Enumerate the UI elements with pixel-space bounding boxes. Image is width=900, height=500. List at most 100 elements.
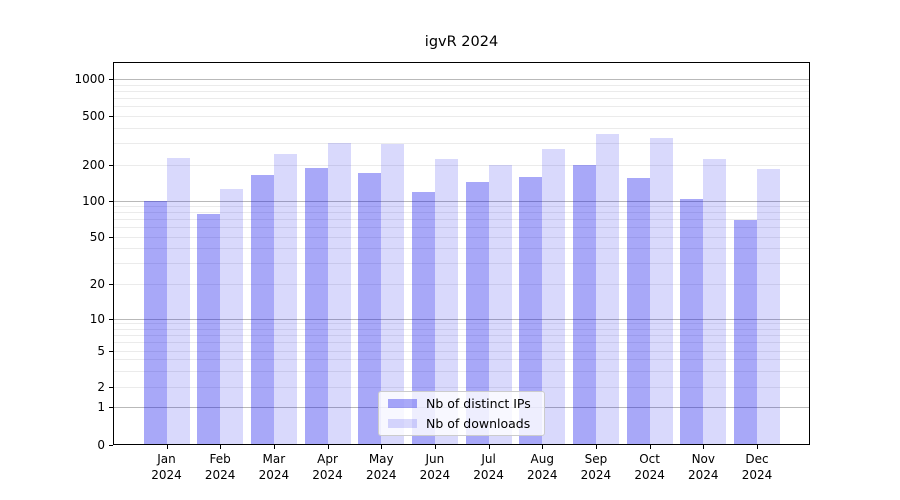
- x-tick-label: May 2024: [353, 452, 409, 483]
- y-tick: [109, 116, 113, 117]
- bar-distinct-ips-feb: [197, 214, 221, 445]
- minor-gridline: [113, 387, 810, 388]
- x-tick-year: 2024: [204, 467, 236, 482]
- y-tick-label: 500: [82, 109, 105, 123]
- legend-swatch-downloads: [388, 418, 417, 428]
- y-tick: [109, 318, 113, 320]
- x-tick-label: Aug 2024: [514, 452, 570, 483]
- y-tick-label: 0: [97, 438, 105, 452]
- x-tick-label: Jun 2024: [407, 452, 463, 483]
- y-tick: [109, 164, 113, 166]
- bar-downloads-apr: [327, 142, 351, 445]
- x-tick: [220, 445, 222, 449]
- legend-label-downloads: Nb of downloads: [426, 415, 531, 431]
- x-tick-month: Oct: [639, 452, 660, 466]
- minor-gridline: [113, 98, 810, 100]
- x-tick: [703, 445, 705, 449]
- bar-distinct-ips-jun: [411, 191, 435, 445]
- x-tick-year: 2024: [741, 467, 773, 482]
- x-tick-label: Sep 2024: [568, 452, 624, 483]
- bar-downloads-feb: [220, 189, 244, 445]
- minor-gridline: [113, 116, 810, 117]
- chart-title: igvR 2024: [424, 34, 499, 50]
- minor-gridline: [113, 342, 810, 344]
- bar-downloads-mar: [273, 153, 297, 445]
- y-tick: [109, 283, 113, 285]
- minor-gridline: [113, 206, 810, 208]
- bar-downloads-dec: [756, 168, 780, 445]
- y-tick-label: 1000: [74, 72, 105, 87]
- minor-gridline: [113, 237, 810, 238]
- x-tick-month: Jul: [481, 452, 496, 466]
- x-tick: [542, 445, 544, 449]
- x-tick-year: 2024: [419, 467, 451, 482]
- minor-gridline: [113, 359, 810, 361]
- x-tick-year: 2024: [688, 467, 719, 482]
- minor-gridline: [113, 334, 810, 336]
- x-tick: [488, 445, 490, 449]
- major-gridline: [113, 79, 810, 81]
- y-tick: [109, 445, 113, 446]
- x-tick: [595, 445, 597, 449]
- y-tick-label: 5: [97, 343, 105, 358]
- x-tick-month: Apr: [317, 452, 338, 466]
- x-tick-label: Jul 2024: [461, 452, 517, 483]
- x-tick-month: Feb: [209, 452, 231, 466]
- bar-distinct-ips-nov: [680, 199, 704, 445]
- minor-gridline: [113, 143, 810, 145]
- x-tick-label: Jan 2024: [139, 452, 195, 483]
- bar-downloads-may: [381, 143, 405, 445]
- bar-downloads-jul: [488, 164, 512, 445]
- y-tick: [109, 79, 113, 81]
- x-tick: [381, 445, 383, 449]
- legend-item-downloads: Nb of downloads: [388, 415, 544, 431]
- x-tick: [166, 445, 168, 449]
- x-tick: [327, 445, 329, 449]
- y-tick: [109, 407, 113, 408]
- y-tick: [109, 350, 113, 352]
- x-tick-label: Oct 2024: [622, 452, 678, 483]
- x-tick-label: Apr 2024: [300, 452, 356, 483]
- x-tick: [756, 445, 758, 449]
- y-tick-label: 200: [82, 157, 105, 172]
- bar-distinct-ips-sep: [572, 164, 596, 445]
- minor-gridline: [113, 84, 810, 86]
- x-tick-year: 2024: [151, 467, 182, 482]
- bar-distinct-ips-jan: [143, 200, 167, 445]
- legend: Nb of distinct IPs Nb of downloads: [378, 391, 545, 436]
- major-gridline: [113, 200, 810, 202]
- y-tick-label: 1: [97, 400, 105, 414]
- x-tick-month: Nov: [691, 452, 715, 466]
- minor-gridline: [113, 283, 810, 285]
- x-tick: [649, 445, 651, 449]
- x-tick-year: 2024: [258, 467, 290, 482]
- minor-gridline: [113, 212, 810, 214]
- y-tick: [109, 237, 113, 238]
- x-tick: [273, 445, 275, 449]
- x-tick-month: Sep: [584, 452, 608, 466]
- bar-downloads-jan: [166, 158, 190, 445]
- bar-distinct-ips-jul: [465, 181, 489, 445]
- x-tick-year: 2024: [312, 467, 343, 482]
- legend-swatch-distinct-ips: [388, 399, 417, 409]
- x-tick-year: 2024: [526, 467, 558, 482]
- legend-label-distinct-ips: Nb of distinct IPs: [426, 396, 531, 412]
- x-tick-year: 2024: [634, 467, 665, 482]
- bar-distinct-ips-may: [358, 172, 382, 445]
- minor-gridline: [113, 323, 810, 325]
- x-tick-month: Aug: [530, 452, 554, 466]
- y-tick-label: 100: [82, 193, 105, 208]
- minor-gridline: [113, 91, 810, 93]
- minor-gridline: [113, 164, 810, 166]
- minor-gridline: [113, 127, 810, 129]
- minor-gridline: [113, 106, 810, 108]
- legend-item-distinct-ips: Nb of distinct IPs: [388, 396, 544, 412]
- y-tick-label: 50: [89, 230, 105, 244]
- x-tick-month: May: [368, 452, 394, 466]
- minor-gridline: [113, 227, 810, 229]
- y-tick-label: 10: [89, 311, 105, 326]
- bar-distinct-ips-apr: [304, 167, 328, 445]
- minor-gridline: [113, 219, 810, 221]
- bar-distinct-ips-oct: [626, 178, 650, 445]
